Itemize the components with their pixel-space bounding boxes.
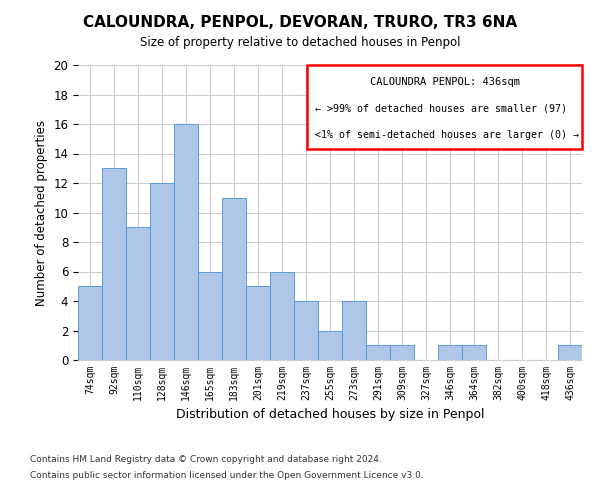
Bar xyxy=(390,345,414,360)
Y-axis label: Number of detached properties: Number of detached properties xyxy=(35,120,48,306)
Bar xyxy=(294,301,318,360)
Bar xyxy=(102,168,126,360)
Bar xyxy=(78,286,102,360)
Bar xyxy=(198,272,222,360)
Bar xyxy=(270,272,294,360)
Bar xyxy=(342,301,366,360)
Text: <1% of semi-detached houses are larger (0) →: <1% of semi-detached houses are larger (… xyxy=(315,130,579,140)
Bar xyxy=(246,286,270,360)
Text: Contains HM Land Registry data © Crown copyright and database right 2024.: Contains HM Land Registry data © Crown c… xyxy=(30,455,382,464)
Text: ← >99% of detached houses are smaller (97): ← >99% of detached houses are smaller (9… xyxy=(315,104,567,114)
Bar xyxy=(174,124,198,360)
Text: CALOUNDRA, PENPOL, DEVORAN, TRURO, TR3 6NA: CALOUNDRA, PENPOL, DEVORAN, TRURO, TR3 6… xyxy=(83,15,517,30)
Text: Contains public sector information licensed under the Open Government Licence v3: Contains public sector information licen… xyxy=(30,471,424,480)
Bar xyxy=(126,227,150,360)
Bar xyxy=(318,330,342,360)
Text: CALOUNDRA PENPOL: 436sqm: CALOUNDRA PENPOL: 436sqm xyxy=(370,77,520,87)
Bar xyxy=(462,345,486,360)
Text: Size of property relative to detached houses in Penpol: Size of property relative to detached ho… xyxy=(140,36,460,49)
Bar xyxy=(222,198,246,360)
Bar xyxy=(438,345,462,360)
Bar xyxy=(366,345,390,360)
FancyBboxPatch shape xyxy=(307,65,582,149)
Bar xyxy=(558,345,582,360)
X-axis label: Distribution of detached houses by size in Penpol: Distribution of detached houses by size … xyxy=(176,408,484,422)
Bar xyxy=(150,183,174,360)
